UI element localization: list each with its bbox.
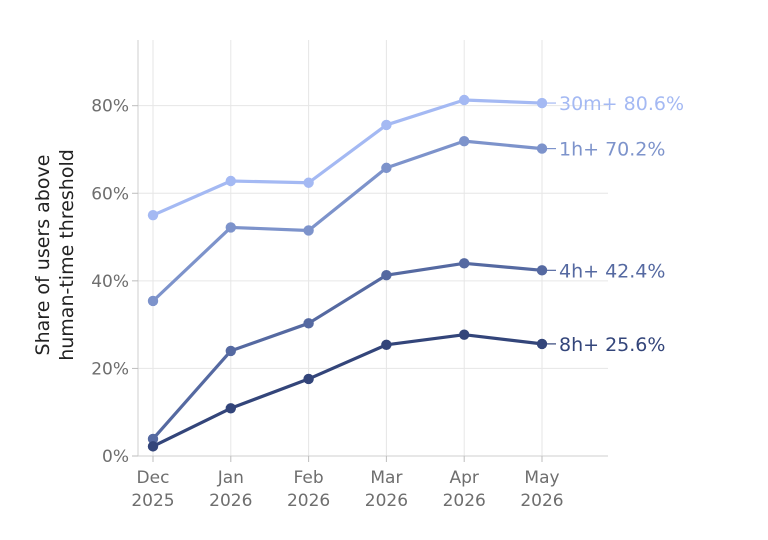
end-label-4h+: 4h+ 42.4% (559, 260, 665, 282)
y-tick-label: 80% (91, 97, 129, 117)
x-tick-label-month: Apr (449, 468, 478, 488)
y-axis-label-line: Share of users above (32, 155, 54, 356)
series-line-8h+ (151, 333, 544, 448)
x-tick-label-year: 2026 (520, 491, 563, 511)
end-labels: 30m+ 80.6% 1h+ 70.2% 4h+ 42.4% 8h+ 25.6% (542, 93, 684, 356)
data-point-8h+ (225, 403, 236, 414)
data-point-4h+ (459, 258, 470, 269)
y-axis-label: Share of users above human-time threshold (32, 149, 78, 361)
data-point-4h+ (381, 269, 392, 281)
y-axis-label-line: human-time threshold (56, 149, 78, 361)
y-tick-label: 0% (102, 447, 129, 467)
x-tick-label-month: Mar (370, 468, 402, 488)
data-point-1h+ (147, 295, 159, 307)
data-point-8h+ (303, 373, 314, 385)
x-tick-label-year: 2026 (365, 491, 408, 511)
x-tick-label-year: 2025 (131, 491, 174, 511)
series-line-1h+ (151, 139, 544, 303)
end-label-30m+: 30m+ 80.6% (559, 93, 684, 115)
data-point-8h+ (459, 329, 470, 340)
series-group (147, 94, 548, 452)
x-tick-label-year: 2026 (287, 491, 330, 511)
data-point-1h+ (381, 162, 392, 174)
y-tick-label: 40% (91, 272, 129, 292)
y-tick-label: 20% (91, 359, 129, 379)
x-axis-ticks: Dec 2025 Jan 2026 Feb 2026 Mar 2026 Apr 2026 May 20… (131, 456, 564, 511)
data-point-30m+ (303, 177, 314, 188)
series-line-4h+ (151, 261, 544, 441)
x-tick-label-month: Jan (217, 468, 244, 488)
x-tick-label-year: 2026 (209, 491, 252, 511)
data-point-1h+ (303, 225, 314, 236)
data-point-1h+ (225, 222, 236, 233)
data-point-4h+ (225, 345, 236, 357)
x-tick-label-month: May (524, 468, 559, 488)
y-tick-label: 60% (91, 184, 129, 204)
x-tick-label-month: Feb (294, 468, 324, 488)
grid-lines (138, 40, 608, 456)
x-tick-label-month: Dec (137, 468, 170, 488)
data-point-4h+ (147, 433, 159, 445)
data-point-8h+ (147, 441, 159, 452)
x-tick-label-year: 2026 (443, 491, 486, 511)
data-point-1h+ (459, 135, 470, 147)
axes (137, 40, 608, 457)
series-line-30m+ (151, 98, 544, 217)
data-point-8h+ (381, 339, 392, 350)
end-label-1h+: 1h+ 70.2% (559, 139, 665, 161)
data-point-30m+ (381, 119, 392, 131)
y-axis-ticks: 0% 20% 40% 60% 80% (91, 97, 138, 467)
data-point-30m+ (225, 175, 236, 187)
data-point-4h+ (303, 318, 314, 329)
data-point-30m+ (147, 209, 159, 221)
end-label-8h+: 8h+ 25.6% (559, 334, 665, 356)
data-point-30m+ (459, 94, 470, 106)
